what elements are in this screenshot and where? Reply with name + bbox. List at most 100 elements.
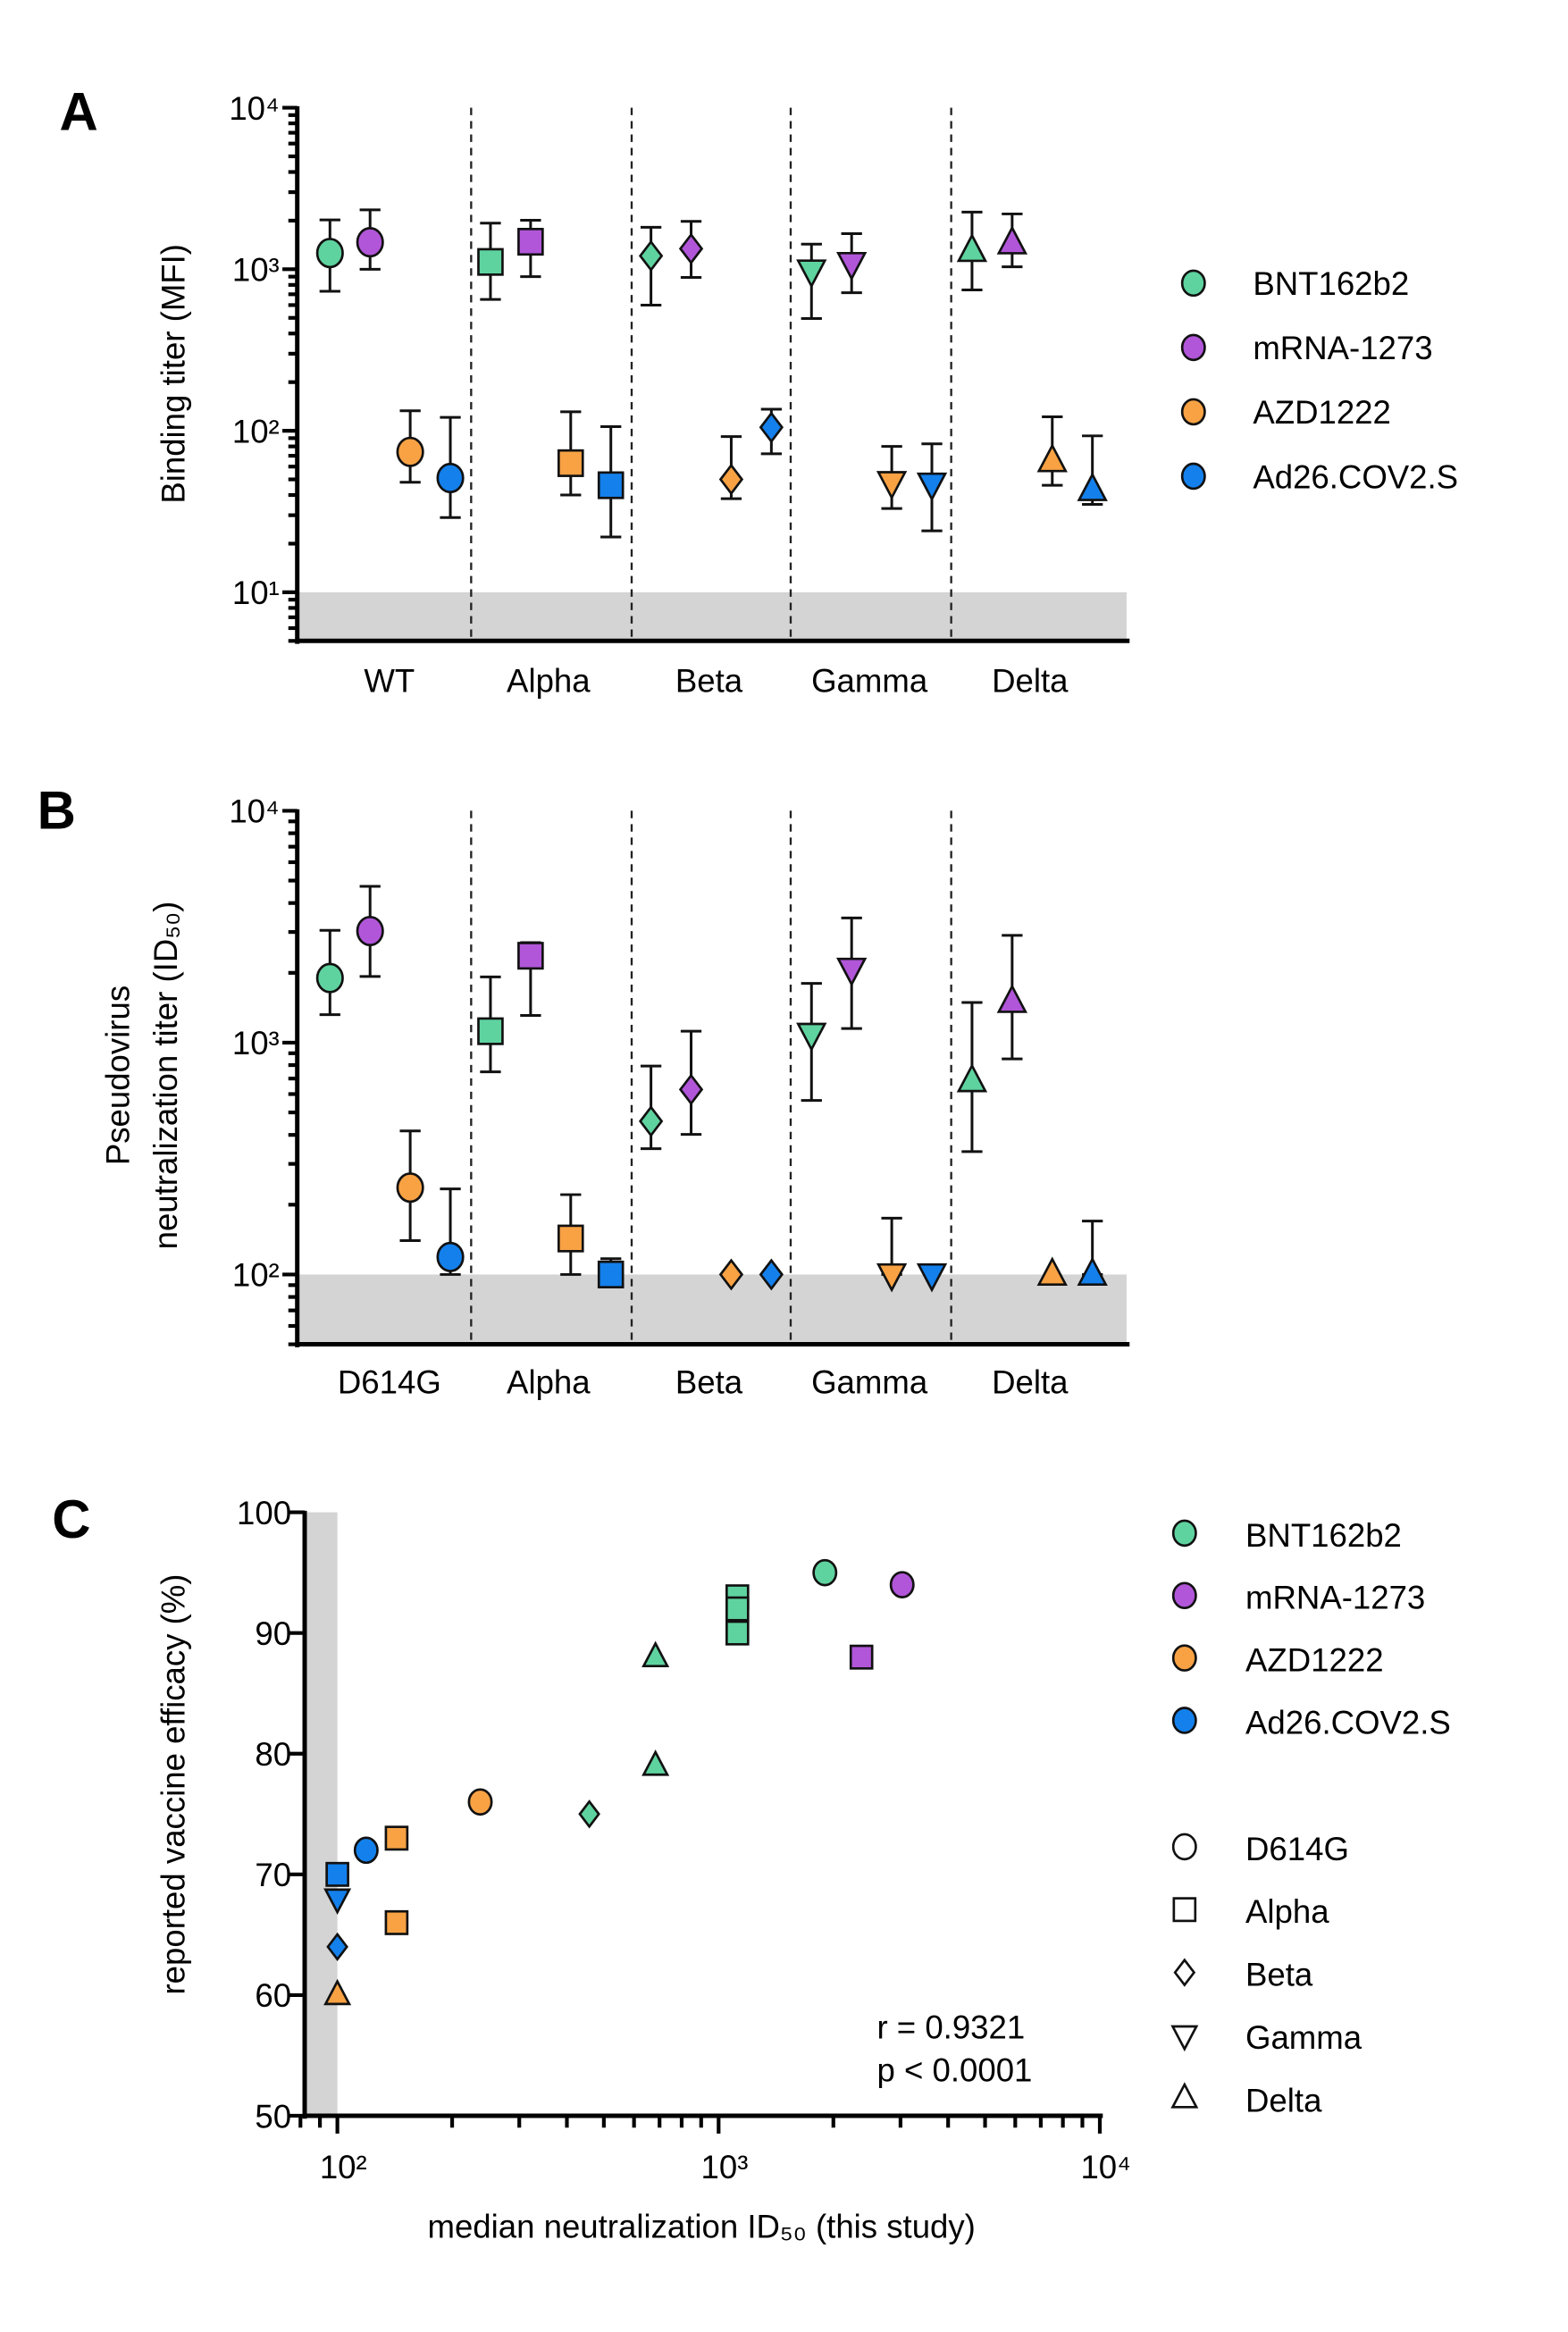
- shaded-region: [305, 1512, 338, 2116]
- data-point: [557, 1224, 584, 1253]
- data-point: [467, 1788, 493, 1816]
- data-point: [1077, 1256, 1108, 1286]
- y-axis-label-line1: Pseudovirus: [100, 986, 137, 1165]
- legend-marker: [1171, 1644, 1197, 1672]
- data-point: [396, 436, 424, 467]
- y-tick-label: 10³: [232, 1025, 280, 1061]
- y-tick-label: 10²: [232, 413, 280, 449]
- data-point: [517, 942, 544, 970]
- data-point: [384, 1825, 409, 1851]
- category-label: Delta: [992, 662, 1069, 699]
- data-point: [356, 915, 384, 947]
- legend-marker: [1180, 269, 1206, 298]
- y-tick-label: 10³: [232, 252, 280, 289]
- y-tick-label: 60: [255, 1977, 291, 2014]
- legend-label: D614G: [1245, 1831, 1349, 1867]
- series-mRNA-1273: [356, 885, 1028, 1137]
- data-point: [323, 1978, 352, 2006]
- data-point: [597, 471, 625, 499]
- data-point: [796, 259, 827, 289]
- data-point: [436, 1241, 465, 1272]
- category-label: Alpha: [507, 662, 591, 699]
- stats-annotation: r = 0.9321: [876, 2009, 1025, 2045]
- stats-annotation: p < 0.0001: [876, 2052, 1032, 2089]
- data-point: [396, 1172, 424, 1204]
- x-tick-label: 10³: [701, 2149, 749, 2185]
- legend-marker: [1171, 1581, 1197, 1610]
- data-point: [759, 411, 784, 444]
- y-tick-label: 10²: [232, 1257, 280, 1294]
- data-point: [597, 1260, 625, 1288]
- legend-label: AZD1222: [1253, 394, 1391, 431]
- category-label: Gamma: [811, 662, 928, 699]
- legend-label: Gamma: [1245, 2019, 1363, 2056]
- data-point: [956, 1062, 988, 1093]
- data-point: [996, 225, 1028, 255]
- category-label: Beta: [675, 662, 743, 699]
- data-point: [759, 1258, 784, 1291]
- data-point: [1077, 472, 1108, 501]
- data-point: [1036, 1256, 1068, 1286]
- y-tick-label: 90: [255, 1615, 291, 1652]
- data-point: [996, 984, 1028, 1013]
- data-point: [638, 239, 664, 273]
- shaded-region: [297, 591, 1127, 642]
- data-point: [384, 1909, 409, 1935]
- data-point: [956, 232, 988, 263]
- data-point: [477, 1017, 504, 1045]
- series-Ad26.COV2.S: [436, 1187, 1108, 1293]
- legend-label: mRNA-1273: [1253, 330, 1432, 366]
- data-point: [1036, 442, 1068, 473]
- legend-marker: [1180, 333, 1206, 362]
- legend-marker: [1170, 2082, 1199, 2109]
- data-point: [315, 238, 344, 269]
- legend-label: BNT162b2: [1253, 265, 1409, 302]
- y-axis-label: Binding titer (MFI): [155, 244, 191, 504]
- legend-marker: [1180, 462, 1206, 491]
- data-point: [315, 962, 344, 994]
- legend-marker: [1173, 1958, 1196, 1987]
- data-point: [876, 1262, 908, 1293]
- series-BNT162b2: [315, 210, 988, 321]
- data-point: [849, 1644, 874, 1670]
- category-label: Alpha: [507, 1364, 591, 1401]
- y-axis-label-line2: neutralization titer (ID₅₀): [147, 902, 184, 1250]
- category-label: Beta: [675, 1364, 743, 1401]
- legend-marker: [1171, 1519, 1197, 1548]
- series-Ad26.COV2.S: [436, 407, 1108, 539]
- y-tick-label: 80: [255, 1736, 291, 1773]
- data-point: [796, 1022, 827, 1053]
- data-point: [836, 252, 868, 281]
- legend-label: Ad26.COV2.S: [1253, 458, 1458, 495]
- y-tick-label: 10⁴: [229, 90, 279, 127]
- data-point: [323, 1888, 352, 1916]
- legend-label: Alpha: [1245, 1893, 1329, 1930]
- category-label: WT: [364, 662, 415, 699]
- legend-marker: [1172, 1897, 1197, 1923]
- data-point: [477, 247, 504, 276]
- x-tick-label: 10⁴: [1080, 2149, 1130, 2185]
- scatter-points: [323, 1558, 915, 2006]
- y-axis-label: reported vaccine efficacy (%): [155, 1574, 191, 1995]
- panel-label: B: [38, 780, 76, 840]
- y-tick-label: 100: [237, 1495, 291, 1531]
- data-point: [325, 1861, 349, 1887]
- data-point: [356, 227, 384, 258]
- data-point: [812, 1558, 838, 1587]
- data-point: [641, 1640, 670, 1668]
- data-point: [638, 1105, 664, 1137]
- series-AZD1222: [396, 409, 1068, 510]
- data-point: [916, 472, 948, 502]
- series-mRNA-1273: [356, 208, 1028, 295]
- legend-label: mRNA-1273: [1245, 1580, 1425, 1616]
- data-point: [889, 1571, 915, 1598]
- data-point: [557, 449, 584, 477]
- y-tick-label: 10¹: [232, 575, 280, 611]
- legend-marker: [1170, 2025, 1199, 2052]
- legend-label: Delta: [1245, 2082, 1322, 2118]
- legend-label: Beta: [1245, 1957, 1313, 1993]
- series-BNT162b2: [315, 928, 988, 1153]
- data-point: [436, 462, 465, 494]
- data-point: [678, 1073, 704, 1106]
- legend-marker: [1171, 1833, 1197, 1861]
